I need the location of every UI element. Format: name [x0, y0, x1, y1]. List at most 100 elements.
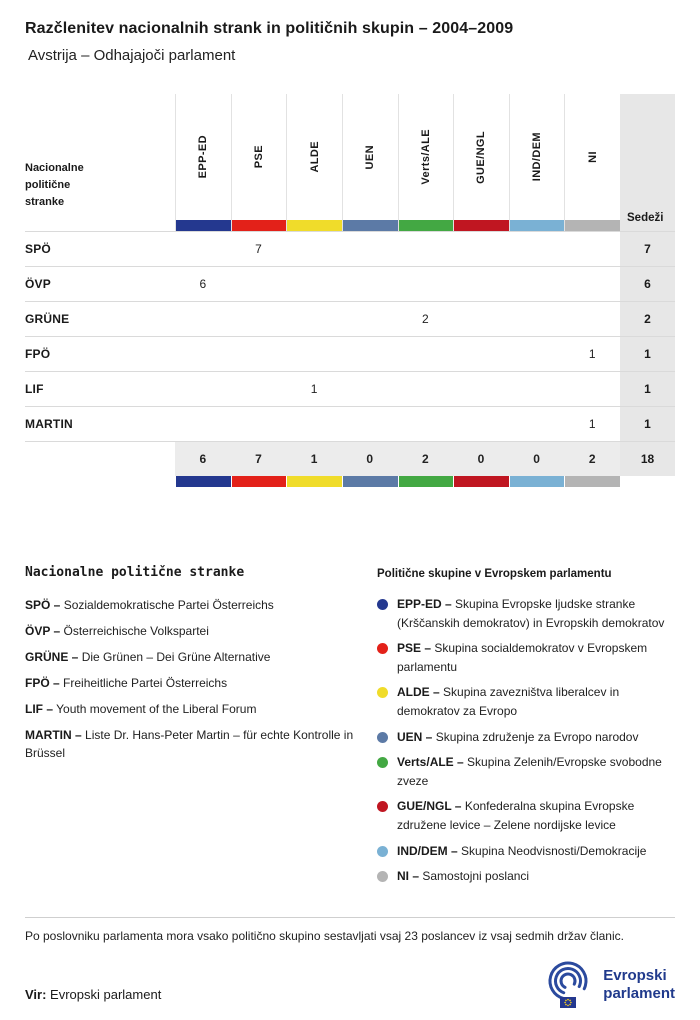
page-title: Razčlenitev nacionalnih strank in politi… — [25, 20, 514, 37]
group-column-header-epp-ed: EPP-ED — [175, 94, 231, 231]
group-legend-item: EPP-ED – Skupina Evropske ljudske strank… — [377, 595, 675, 632]
seats-value: 1 — [620, 337, 675, 371]
group-legend-item: GUE/NGL – Konfederalna skupina Evropske … — [377, 797, 675, 834]
party-legend-item: FPÖ – Freiheitliche Partei Österreichs — [25, 676, 228, 690]
group-color-dot — [377, 731, 388, 743]
spacer — [25, 476, 175, 487]
group-column-header-ind-dem: IND/DEM — [508, 94, 565, 231]
table-cell — [398, 267, 454, 301]
table-cell — [453, 337, 509, 371]
bottom-color-bars — [25, 476, 675, 487]
table-cell — [564, 267, 620, 301]
table-cell — [342, 372, 398, 406]
table-row-martin: MARTIN 1 1 — [25, 406, 675, 441]
table-cell — [286, 407, 342, 441]
totals-label — [25, 442, 175, 476]
table-header-row: Nacionalne politične stranke EPP-ED PSE … — [25, 94, 675, 231]
spacer — [620, 476, 675, 487]
party-name: MARTIN — [25, 417, 73, 431]
table-cell — [231, 407, 287, 441]
political-groups-legend: Politične skupine v Evropskem parlamentu… — [377, 565, 675, 893]
table-cell — [342, 232, 398, 266]
group-header-label: GUE/NGL — [475, 130, 488, 184]
table-cell — [564, 232, 620, 266]
group-color-bar — [341, 476, 398, 487]
group-header-label: NI — [586, 151, 599, 163]
group-color-dot — [377, 757, 388, 769]
group-color-dot — [377, 871, 388, 883]
group-header-label: UEN — [364, 144, 377, 170]
corner-header: Nacionalne politične stranke — [25, 94, 175, 231]
table-cell: 6 — [199, 277, 207, 291]
group-legend-item: ALDE – Skupina zavezništva liberalcev in… — [377, 683, 675, 720]
total-value: 1 — [286, 442, 342, 476]
table-cell — [231, 372, 287, 406]
group-column-header-ni: NI — [564, 94, 620, 231]
table-cell — [342, 302, 398, 336]
table-cell — [453, 407, 509, 441]
group-column-header-alde: ALDE — [286, 94, 342, 231]
group-column-header-gue-ngl: GUE/NGL — [453, 94, 509, 231]
page: Razčlenitev nacionalnih strank in politi… — [25, 20, 675, 893]
group-column-header-pse: PSE — [230, 94, 287, 231]
group-color-bar — [565, 220, 620, 231]
europarl-logo: Evropski parlament — [543, 960, 675, 1010]
group-header-label: EPP-ED — [197, 135, 210, 179]
table-cell — [286, 302, 342, 336]
total-value: 7 — [230, 442, 287, 476]
party-name: FPÖ — [25, 347, 51, 361]
seats-value: 6 — [620, 267, 675, 301]
party-name: ÖVP — [25, 277, 51, 291]
table-cell — [509, 337, 565, 371]
table-row-fpo: FPÖ 1 1 — [25, 336, 675, 371]
party-name: GRÜNE — [25, 312, 70, 326]
table-cell — [175, 372, 231, 406]
table-cell — [509, 232, 565, 266]
group-color-bar — [564, 476, 620, 487]
table-cell — [564, 372, 620, 406]
table-cell — [231, 302, 287, 336]
group-color-bar — [230, 476, 287, 487]
table-cell — [398, 337, 454, 371]
total-value: 0 — [508, 442, 565, 476]
table-cell — [509, 372, 565, 406]
source-label: Vir: — [25, 987, 47, 1002]
table-cell: 2 — [421, 312, 429, 326]
group-color-bar — [287, 219, 342, 231]
table-cell — [453, 232, 509, 266]
table-cell — [175, 302, 231, 336]
table-cell — [564, 302, 620, 336]
group-color-bar — [454, 219, 509, 231]
group-color-dot — [377, 643, 388, 655]
footnote: Po poslovniku parlamenta mora vsako poli… — [25, 929, 624, 943]
table-cell — [231, 337, 287, 371]
group-color-bar — [453, 476, 509, 487]
seats-column-header: Sedeži — [620, 94, 675, 231]
total-value: 2 — [564, 442, 620, 476]
europarl-logo-mark — [548, 961, 588, 1008]
table-cell — [398, 232, 454, 266]
group-header-label: Verts/ALE — [419, 129, 432, 185]
group-column-header-verts-ale: Verts/ALE — [397, 94, 454, 231]
table-cell — [175, 337, 231, 371]
legend-section: Nacionalne politične stranke SPÖ – Sozia… — [25, 565, 675, 893]
group-header-label: IND/DEM — [531, 132, 544, 182]
party-legend-item: SPÖ – Sozialdemokratische Partei Österre… — [25, 598, 274, 612]
group-color-bar — [175, 476, 231, 487]
group-legend-item: IND/DEM – Skupina Neodvisnosti/Demokraci… — [377, 842, 675, 861]
footer-divider — [25, 917, 675, 918]
group-header-label: PSE — [252, 145, 265, 169]
group-legend-item: PSE – Skupina socialdemokratov v Evropsk… — [377, 639, 675, 676]
group-header-label: ALDE — [308, 141, 321, 173]
table-cell — [342, 407, 398, 441]
group-legend-item: NI – Samostojni poslanci — [377, 867, 675, 886]
group-legend-item: Verts/ALE – Skupina Zelenih/Evropske svo… — [377, 753, 675, 790]
table-cell — [509, 407, 565, 441]
table-row-spo: SPÖ 7 7 — [25, 231, 675, 266]
group-color-bar — [286, 476, 342, 487]
seats-value: 1 — [620, 407, 675, 441]
groups-legend-title: Politične skupine v Evropskem parlamentu — [377, 568, 612, 580]
group-color-bar — [508, 476, 565, 487]
total-value: 2 — [397, 442, 454, 476]
party-legend-item: GRÜNE – Die Grünen – Dei Grüne Alternati… — [25, 650, 271, 664]
